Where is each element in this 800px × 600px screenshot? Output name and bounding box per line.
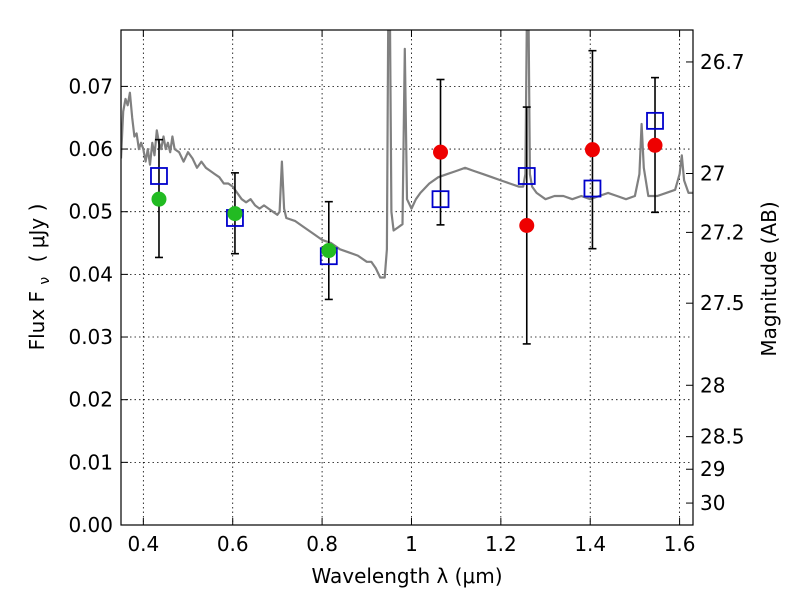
y-axis-title-unit: ( μJy ) bbox=[25, 204, 49, 263]
magnitude-tick-label: 28.5 bbox=[700, 425, 745, 449]
red-point-marker bbox=[584, 142, 600, 158]
magnitude-tick-label: 28 bbox=[700, 373, 725, 397]
y-axis-title-subscript: ν bbox=[37, 277, 53, 285]
axis-ticks: 0.4 0.6 0.8 1 1.2 1.4 1.6 0.00 0.01 0.02 0.03 0.04 0… bbox=[68, 30, 745, 556]
model-photometry-marker bbox=[583, 179, 602, 198]
y-tick-label: 0.00 bbox=[68, 513, 113, 537]
model-photometry-marker bbox=[646, 111, 664, 130]
detection-marker bbox=[321, 243, 337, 259]
grid bbox=[121, 30, 693, 526]
x-tick-label: 0.8 bbox=[306, 532, 338, 556]
magnitude-tick-label: 29 bbox=[700, 457, 725, 481]
x-axis-title: Wavelength λ (μm) bbox=[311, 564, 502, 588]
magnitude-tick-label: 26.7 bbox=[700, 50, 745, 74]
magnitude-tick-label: 27.5 bbox=[700, 291, 745, 315]
y-tick-label: 0.02 bbox=[68, 388, 113, 412]
y-axis-title-left: Flux F ν ( μJy ) bbox=[25, 204, 54, 351]
model-photometry-marker bbox=[517, 167, 536, 185]
model-photometry-marker bbox=[431, 190, 450, 209]
x-tick-label: 1 bbox=[405, 532, 418, 556]
detection-marker bbox=[151, 191, 167, 207]
y-tick-label: 0.06 bbox=[68, 137, 113, 161]
spectrum-line bbox=[121, 30, 693, 279]
x-tick-label: 1.4 bbox=[574, 532, 606, 556]
y-tick-label: 0.03 bbox=[68, 325, 113, 349]
x-tick-label: 0.4 bbox=[127, 532, 159, 556]
data-layer bbox=[121, 30, 693, 345]
y-axis-title-right: Magnitude (AB) bbox=[757, 201, 781, 356]
y-tick-label: 0.04 bbox=[68, 262, 113, 286]
y-axis-title-flux: Flux F bbox=[25, 291, 49, 350]
magnitude-tick-label: 30 bbox=[700, 491, 725, 515]
y-tick-label: 0.07 bbox=[68, 74, 113, 98]
plot-frame bbox=[120, 29, 694, 526]
red-point-marker bbox=[647, 137, 663, 153]
magnitude-tick-label: 27.2 bbox=[700, 220, 745, 244]
model-photometry-marker bbox=[150, 167, 168, 185]
x-tick-label: 1.2 bbox=[485, 532, 517, 556]
red-point-marker bbox=[433, 144, 449, 160]
x-tick-label: 0.6 bbox=[217, 532, 249, 556]
x-tick-label: 1.6 bbox=[664, 532, 696, 556]
detection-marker bbox=[227, 206, 243, 222]
magnitude-tick-label: 27 bbox=[700, 161, 725, 185]
red-point-marker bbox=[519, 217, 535, 233]
y-tick-label: 0.05 bbox=[68, 200, 113, 224]
y-tick-label: 0.01 bbox=[68, 450, 113, 474]
